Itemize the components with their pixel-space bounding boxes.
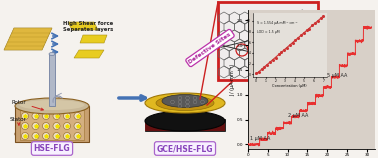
Circle shape: [42, 133, 50, 140]
Circle shape: [42, 122, 50, 130]
Text: 1 μM AA: 1 μM AA: [249, 136, 270, 141]
Circle shape: [74, 112, 81, 119]
Bar: [145, 123, 225, 131]
Circle shape: [64, 112, 71, 119]
Circle shape: [32, 122, 39, 130]
Text: HSE-FLG: HSE-FLG: [34, 144, 70, 153]
Bar: [20, 110, 84, 140]
Circle shape: [74, 133, 81, 140]
Bar: [145, 119, 225, 131]
Text: Stator: Stator: [10, 117, 27, 125]
Polygon shape: [80, 35, 107, 43]
Ellipse shape: [15, 126, 89, 142]
Ellipse shape: [145, 93, 225, 113]
Polygon shape: [4, 28, 52, 50]
Circle shape: [32, 133, 39, 140]
Ellipse shape: [162, 94, 208, 107]
Circle shape: [53, 122, 60, 130]
Y-axis label: J / (μA⋅mm⁻²): J / (μA⋅mm⁻²): [231, 64, 235, 96]
Text: 2 μM AA: 2 μM AA: [288, 113, 308, 118]
Ellipse shape: [145, 111, 225, 131]
Polygon shape: [74, 50, 104, 58]
Circle shape: [64, 133, 71, 140]
Circle shape: [22, 112, 28, 119]
Polygon shape: [4, 28, 52, 50]
Ellipse shape: [15, 98, 89, 114]
Ellipse shape: [20, 100, 85, 110]
Circle shape: [74, 122, 81, 130]
Circle shape: [32, 112, 39, 119]
Polygon shape: [295, 10, 318, 46]
Bar: [218, 2, 318, 80]
Circle shape: [53, 112, 60, 119]
Text: High Shear force: High Shear force: [63, 21, 113, 27]
Text: GCE/HSE-FLG: GCE/HSE-FLG: [157, 144, 213, 153]
Circle shape: [64, 122, 71, 130]
Text: Rotor: Rotor: [12, 100, 43, 110]
Circle shape: [42, 112, 50, 119]
Text: Defective Sites: Defective Sites: [188, 31, 232, 64]
Circle shape: [22, 133, 28, 140]
Ellipse shape: [156, 95, 214, 110]
Circle shape: [22, 122, 28, 130]
Bar: [49, 54, 55, 106]
Ellipse shape: [49, 52, 55, 55]
Circle shape: [53, 133, 60, 140]
Text: Separates layers: Separates layers: [63, 27, 113, 31]
Polygon shape: [68, 22, 98, 30]
Text: 5 μM AA: 5 μM AA: [327, 73, 348, 78]
Bar: [15, 106, 89, 142]
